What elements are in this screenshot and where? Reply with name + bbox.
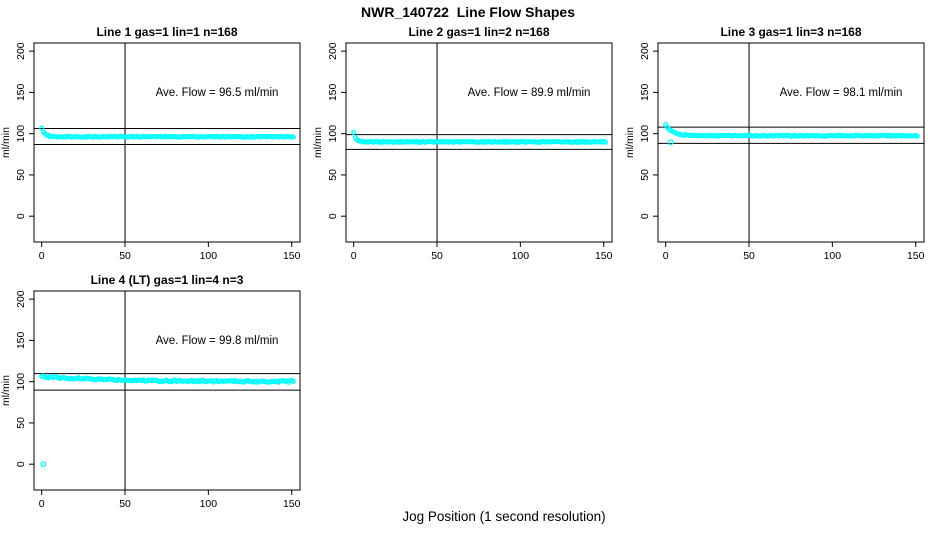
ave-flow-annotation: Ave. Flow = 96.5 ml/min (156, 87, 279, 99)
x-tick-label: 150 (907, 250, 925, 262)
flow-data-points (39, 373, 296, 385)
panel-line2: Line 2 gas=1 lin=2 n=168 0 50 100 150 0 50 100 1… (312, 0, 624, 270)
chart-title: NWR_140722 Line Flow Shapes (361, 4, 575, 20)
x-tick-label: 150 (283, 498, 301, 510)
x-tick-label: 50 (119, 498, 131, 510)
flow-data-points (39, 125, 296, 140)
panel-line4-plot: Line 4 (LT) gas=1 lin=4 n=3 0 50 100 150 0 50 1… (0, 273, 301, 510)
y-tick-label: 150 (327, 83, 339, 101)
y-axis-label: ml/min (624, 127, 636, 158)
y-tick-label: 200 (327, 42, 339, 60)
y-axis-label: ml/min (312, 127, 324, 158)
flow-point (290, 378, 296, 385)
outlier-point (667, 139, 674, 146)
x-tick-label: 50 (119, 250, 131, 262)
x-tick-label: 50 (743, 250, 755, 262)
x-tick-label: 150 (595, 250, 613, 262)
x-tick-label: 0 (39, 498, 45, 510)
plot-box (345, 42, 613, 243)
flow-point (290, 134, 296, 140)
x-tick-label: 0 (39, 250, 45, 262)
plot-box (33, 290, 301, 491)
y-tick-label: 100 (639, 125, 651, 143)
x-tick-label: 150 (283, 250, 301, 262)
flow-point (351, 129, 357, 135)
panel-title: Line 2 gas=1 lin=2 n=168 (408, 25, 549, 39)
flow-data-points (663, 122, 920, 139)
y-axis-label: ml/min (0, 127, 12, 158)
x-tick-label: 100 (512, 250, 530, 262)
ave-flow-annotation: Ave. Flow = 99.8 ml/min (156, 335, 279, 347)
x-tick-label: 100 (824, 250, 842, 262)
y-tick-label: 200 (639, 42, 651, 60)
panel-line2-plot: Line 2 gas=1 lin=2 n=168 0 50 100 150 0 50 100 1… (312, 25, 613, 262)
outlier-point (40, 461, 47, 468)
plot-box (33, 42, 301, 243)
x-tick-label: 100 (200, 250, 218, 262)
ave-flow-annotation: Ave. Flow = 98.1 ml/min (780, 87, 903, 99)
panel-line4: Line 4 (LT) gas=1 lin=4 n=3 0 50 100 150 0 50 1… (0, 248, 312, 518)
plot-box (657, 42, 925, 243)
x-tick-label: 50 (431, 250, 443, 262)
y-tick-label: 50 (639, 169, 651, 181)
panel-line3-plot: Line 3 gas=1 lin=3 n=168 0 50 100 150 0 50 100 1… (624, 25, 925, 262)
y-tick-label: 150 (639, 83, 651, 101)
x-tick-label: 0 (663, 250, 669, 262)
panel-line1-plot: Line 1 gas=1 lin=1 n=168 0 50 100 150 0 50 100 1… (0, 25, 301, 262)
y-tick-label: 150 (15, 83, 27, 101)
y-tick-label: 50 (327, 169, 339, 181)
y-tick-label: 0 (15, 461, 27, 467)
y-tick-label: 0 (327, 213, 339, 219)
x-tick-label: 100 (200, 498, 218, 510)
flow-data-points (351, 129, 608, 145)
ave-flow-annotation: Ave. Flow = 89.9 ml/min (468, 87, 591, 99)
y-tick-label: 200 (15, 290, 27, 308)
panel-line3: Line 3 gas=1 lin=3 n=168 0 50 100 150 0 50 100 1… (624, 0, 936, 270)
flow-point (602, 139, 608, 145)
y-tick-label: 150 (15, 331, 27, 349)
y-axis-label: ml/min (0, 375, 12, 406)
y-tick-label: 50 (15, 169, 27, 181)
y-tick-label: 100 (15, 125, 27, 143)
x-tick-label: 0 (351, 250, 357, 262)
y-tick-label: 100 (15, 373, 27, 391)
flow-point (914, 133, 920, 139)
y-tick-label: 200 (15, 42, 27, 60)
y-tick-label: 100 (327, 125, 339, 143)
y-tick-label: 50 (15, 417, 27, 429)
panel-title: Line 4 (LT) gas=1 lin=4 n=3 (91, 273, 244, 287)
y-tick-label: 0 (639, 213, 651, 219)
panel-title: Line 3 gas=1 lin=3 n=168 (720, 25, 861, 39)
y-tick-label: 0 (15, 213, 27, 219)
x-axis-label: Jog Position (1 second resolution) (402, 509, 606, 524)
panel-title: Line 1 gas=1 lin=1 n=168 (96, 25, 237, 39)
panel-line1: Line 1 gas=1 lin=1 n=168 0 50 100 150 0 50 100 1… (0, 0, 312, 270)
